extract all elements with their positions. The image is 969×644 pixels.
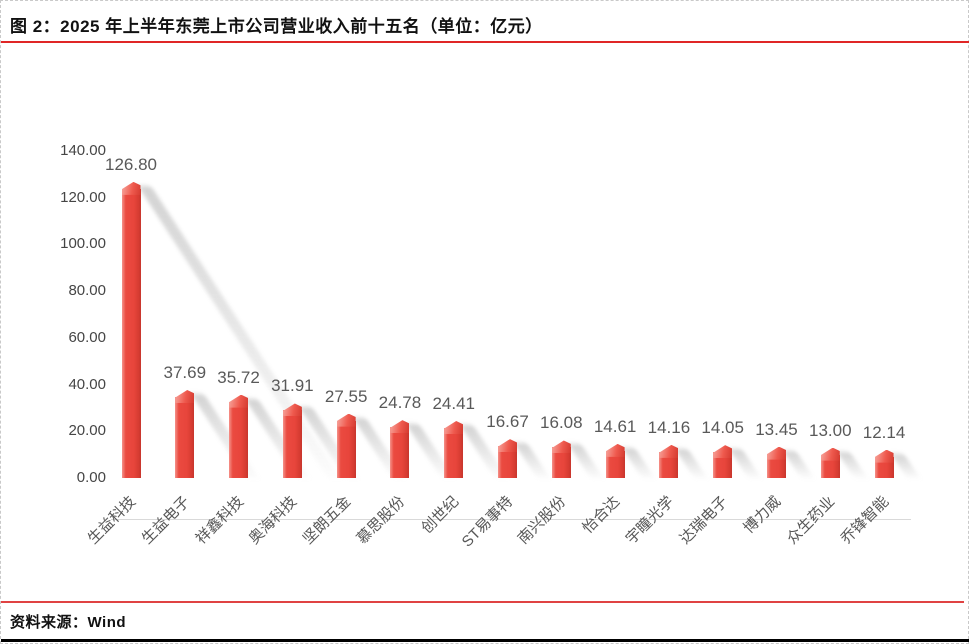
bar [605,450,625,478]
bar-value-label: 12.14 [862,422,906,442]
bar-shadow [567,444,603,478]
y-tick-label: 0.00 [76,469,106,486]
figure-title: 图 2：2025 年上半年东莞上市公司营业收入前十五名（单位：亿元） [10,17,543,36]
bar-shadow-layer [1,42,941,519]
y-tick-label: 20.00 [68,422,106,440]
bar-value-label: 14.05 [701,418,744,438]
y-tick-label: 120.00 [60,188,106,206]
bar-top-cap [390,420,410,434]
bar [336,420,356,478]
bar-value-label: 14.61 [593,416,637,436]
bar-shadow [675,448,708,478]
bar-shadow [621,447,655,478]
bar-top-cap [282,403,302,417]
bar-value-label: 13.00 [808,420,852,440]
bar [175,396,195,478]
bar [444,427,464,478]
bar-top-cap [498,439,518,453]
bar-value-label: 14.16 [647,417,691,437]
source-label: 资料来源：Wind [10,614,127,631]
bar-value-label: 31.91 [271,376,314,396]
bar-shadow [836,451,867,478]
bar [713,452,733,478]
bar-top-cap [766,446,786,460]
bar-value-label: 27.55 [324,386,368,406]
bar-top-cap [336,413,356,427]
bar [551,447,571,478]
bar [121,188,141,478]
title-rule-red [1,41,969,43]
bar-top-cap [444,420,464,434]
y-tick-label: 40.00 [68,375,106,393]
bar-shadow [782,450,814,478]
bar-value-label: 24.41 [432,393,475,413]
y-tick-label: 80.00 [68,282,106,300]
bar-top-cap [551,440,571,454]
bar [282,410,302,478]
y-tick-label: 60.00 [68,328,106,346]
bar-top-cap [229,394,249,408]
bar-value-label: 13.45 [755,419,798,439]
bar-shadow [890,453,920,478]
bar [498,446,518,478]
bar-top-cap [175,389,195,403]
bar [229,401,249,478]
bar-shadow [514,443,550,478]
bar-top-cap [874,449,894,463]
bar-top-cap [659,444,679,458]
bottom-rule-black [1,639,969,642]
y-tick-label: 100.00 [60,235,106,253]
x-axis-baseline [111,519,911,520]
bar-value-label: 35.72 [217,367,260,387]
bar [766,453,786,478]
bar [390,427,410,478]
y-tick-label: 140.00 [60,142,106,159]
bar-value-label: 16.08 [540,413,583,433]
bar-value-label: 126.80 [105,154,157,174]
bar-value-label: 16.67 [486,412,529,432]
source-rule-red [1,601,964,603]
bar-top-cap [713,445,733,459]
bar-shadow [729,449,761,478]
bar-shadow [191,393,259,478]
bar-value-label: 24.78 [378,393,422,413]
bar-top-cap [605,443,625,457]
bar-top-cap [820,447,840,461]
bar [659,451,679,478]
bar-chart: 0.00 20.00 40.00 60.00 80.00 100.00 120.00 140.… [1,42,969,602]
bar-top-cap [121,181,141,195]
bar-value-label: 37.69 [163,362,207,382]
